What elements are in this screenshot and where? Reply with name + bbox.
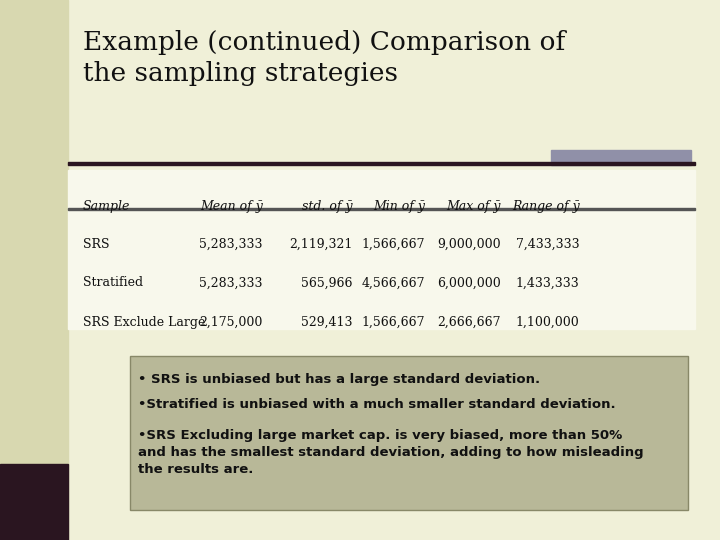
- Text: Range of ȳ: Range of ȳ: [512, 200, 580, 213]
- Text: 2,175,000: 2,175,000: [199, 316, 263, 329]
- Text: Min of ȳ: Min of ȳ: [373, 200, 425, 213]
- Text: 2,119,321: 2,119,321: [289, 238, 353, 251]
- Text: 529,413: 529,413: [301, 316, 353, 329]
- Text: 9,000,000: 9,000,000: [437, 238, 500, 251]
- Text: 4,566,667: 4,566,667: [361, 276, 425, 289]
- Text: SRS: SRS: [83, 238, 109, 251]
- Text: 1,433,333: 1,433,333: [516, 276, 580, 289]
- Text: 5,283,333: 5,283,333: [199, 276, 263, 289]
- Text: •SRS Excluding large market cap. is very biased, more than 50%
and has the small: •SRS Excluding large market cap. is very…: [138, 429, 644, 476]
- Text: 1,566,667: 1,566,667: [361, 238, 425, 251]
- Text: std. of ȳ: std. of ȳ: [302, 200, 353, 213]
- Text: 1,566,667: 1,566,667: [361, 316, 425, 329]
- Text: •Stratified is unbiased with a much smaller standard deviation.: •Stratified is unbiased with a much smal…: [138, 398, 616, 411]
- Text: Stratified: Stratified: [83, 276, 143, 289]
- Text: 6,000,000: 6,000,000: [436, 276, 500, 289]
- Text: 565,966: 565,966: [301, 276, 353, 289]
- Text: SRS Exclude Large: SRS Exclude Large: [83, 316, 205, 329]
- Text: 2,666,667: 2,666,667: [437, 316, 500, 329]
- Text: 5,283,333: 5,283,333: [199, 238, 263, 251]
- Text: Max of ȳ: Max of ȳ: [446, 200, 500, 213]
- Text: 7,433,333: 7,433,333: [516, 238, 580, 251]
- Text: Example (continued) Comparison of
the sampling strategies: Example (continued) Comparison of the sa…: [83, 30, 565, 86]
- Text: Mean of ȳ: Mean of ȳ: [200, 200, 263, 213]
- Text: • SRS is unbiased but has a large standard deviation.: • SRS is unbiased but has a large standa…: [138, 373, 541, 386]
- Text: Sample: Sample: [83, 200, 130, 213]
- Text: 1,100,000: 1,100,000: [516, 316, 580, 329]
